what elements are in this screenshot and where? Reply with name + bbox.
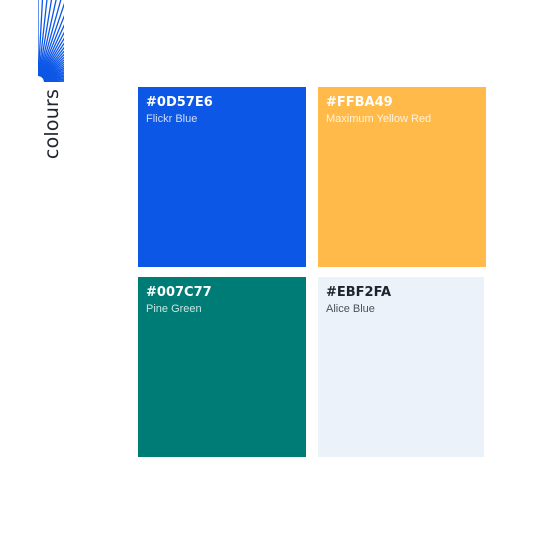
swatch-maximum-yellow-red: #FFBA49 Maximum Yellow Red bbox=[318, 87, 486, 267]
swatch-alice-blue: #EBF2FA Alice Blue bbox=[318, 277, 484, 457]
sunburst-line bbox=[43, 70, 64, 81]
sunburst-line bbox=[38, 0, 44, 77]
sunburst-line bbox=[39, 24, 64, 77]
sunburst-line bbox=[38, 0, 53, 77]
swatch-pine-green: #007C77 Pine Green bbox=[138, 277, 306, 457]
sunburst-lines-graphic bbox=[38, 0, 64, 82]
sunburst-line bbox=[38, 0, 48, 77]
sunburst-line bbox=[39, 14, 64, 77]
sunburst-line bbox=[40, 31, 64, 78]
sunburst-line bbox=[43, 79, 64, 82]
sunburst-line bbox=[42, 61, 64, 79]
swatch-hex-code: #0D57E6 bbox=[146, 95, 213, 110]
swatch-colour-name: Alice Blue bbox=[326, 303, 375, 315]
sunburst-line bbox=[42, 59, 64, 79]
sunburst-line bbox=[39, 2, 64, 77]
sunburst-line bbox=[40, 37, 64, 78]
sunburst-line bbox=[38, 0, 57, 77]
sunburst-line bbox=[41, 50, 64, 78]
swatch-colour-name: Flickr Blue bbox=[146, 113, 198, 125]
sunburst-line bbox=[41, 46, 64, 78]
sunburst-line bbox=[43, 74, 64, 82]
swatch-hex-code: #007C77 bbox=[146, 285, 212, 300]
sunburst-line bbox=[40, 42, 64, 78]
page-title: colours bbox=[41, 88, 63, 160]
sunburst-line bbox=[41, 56, 64, 79]
sunburst-line bbox=[43, 78, 64, 82]
sunburst-line bbox=[43, 75, 64, 82]
sunburst-line bbox=[43, 77, 64, 82]
sunburst-line bbox=[38, 0, 62, 77]
swatch-colour-name: Maximum Yellow Red bbox=[326, 113, 432, 125]
sunburst-line bbox=[42, 67, 64, 80]
swatch-hex-code: #EBF2FA bbox=[326, 285, 392, 300]
swatch-colour-name: Pine Green bbox=[146, 303, 202, 315]
swatch-flickr-blue: #0D57E6 Flickr Blue bbox=[138, 87, 306, 267]
sunburst-line bbox=[42, 63, 64, 80]
sunburst-line bbox=[43, 72, 64, 81]
swatch-hex-code: #FFBA49 bbox=[326, 95, 393, 110]
sunburst-line bbox=[41, 53, 64, 79]
sunburst-line bbox=[43, 69, 64, 81]
sunburst-line bbox=[42, 65, 64, 80]
